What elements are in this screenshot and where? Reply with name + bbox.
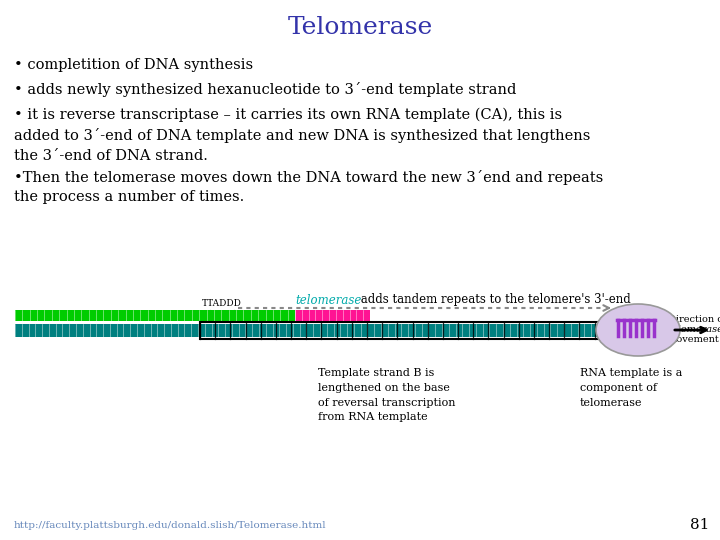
Bar [295, 309, 370, 321]
Text: Template strand B is
lengthened on the base
of reversal transcription
from RNA t: Template strand B is lengthened on the b… [318, 368, 456, 422]
Text: 81: 81 [690, 518, 710, 532]
Text: adds tandem repeats to the telomere's 3'-end: adds tandem repeats to the telomere's 3'… [357, 294, 631, 307]
Text: movement: movement [668, 335, 720, 345]
Text: http://faculty.plattsburgh.edu/donald.slish/Telomerase.html: http://faculty.plattsburgh.edu/donald.sl… [14, 521, 327, 530]
Bar [15, 323, 625, 336]
Text: telomerase: telomerase [668, 326, 720, 334]
Bar [200, 321, 625, 339]
Text: TTADDD: TTADDD [202, 299, 242, 308]
Text: • completition of DNA synthesis: • completition of DNA synthesis [14, 58, 253, 72]
Text: RNA template is a
component of
telomerase: RNA template is a component of telomeras… [580, 368, 683, 408]
Text: Telomerase: Telomerase [287, 17, 433, 39]
Ellipse shape [596, 304, 680, 356]
Bar [15, 309, 295, 321]
Text: Direction of: Direction of [668, 315, 720, 325]
Text: • adds newly synthesized hexanucleotide to 3´-end template strand: • adds newly synthesized hexanucleotide … [14, 82, 516, 97]
Text: •Then the telomerase moves down the DNA toward the new 3´end and repeats
the pro: •Then the telomerase moves down the DNA … [14, 170, 603, 205]
Text: telomerase: telomerase [295, 294, 361, 307]
Text: • it is reverse transcriptase – it carries its own RNA template (CA), this is
ad: • it is reverse transcriptase – it carri… [14, 108, 590, 163]
